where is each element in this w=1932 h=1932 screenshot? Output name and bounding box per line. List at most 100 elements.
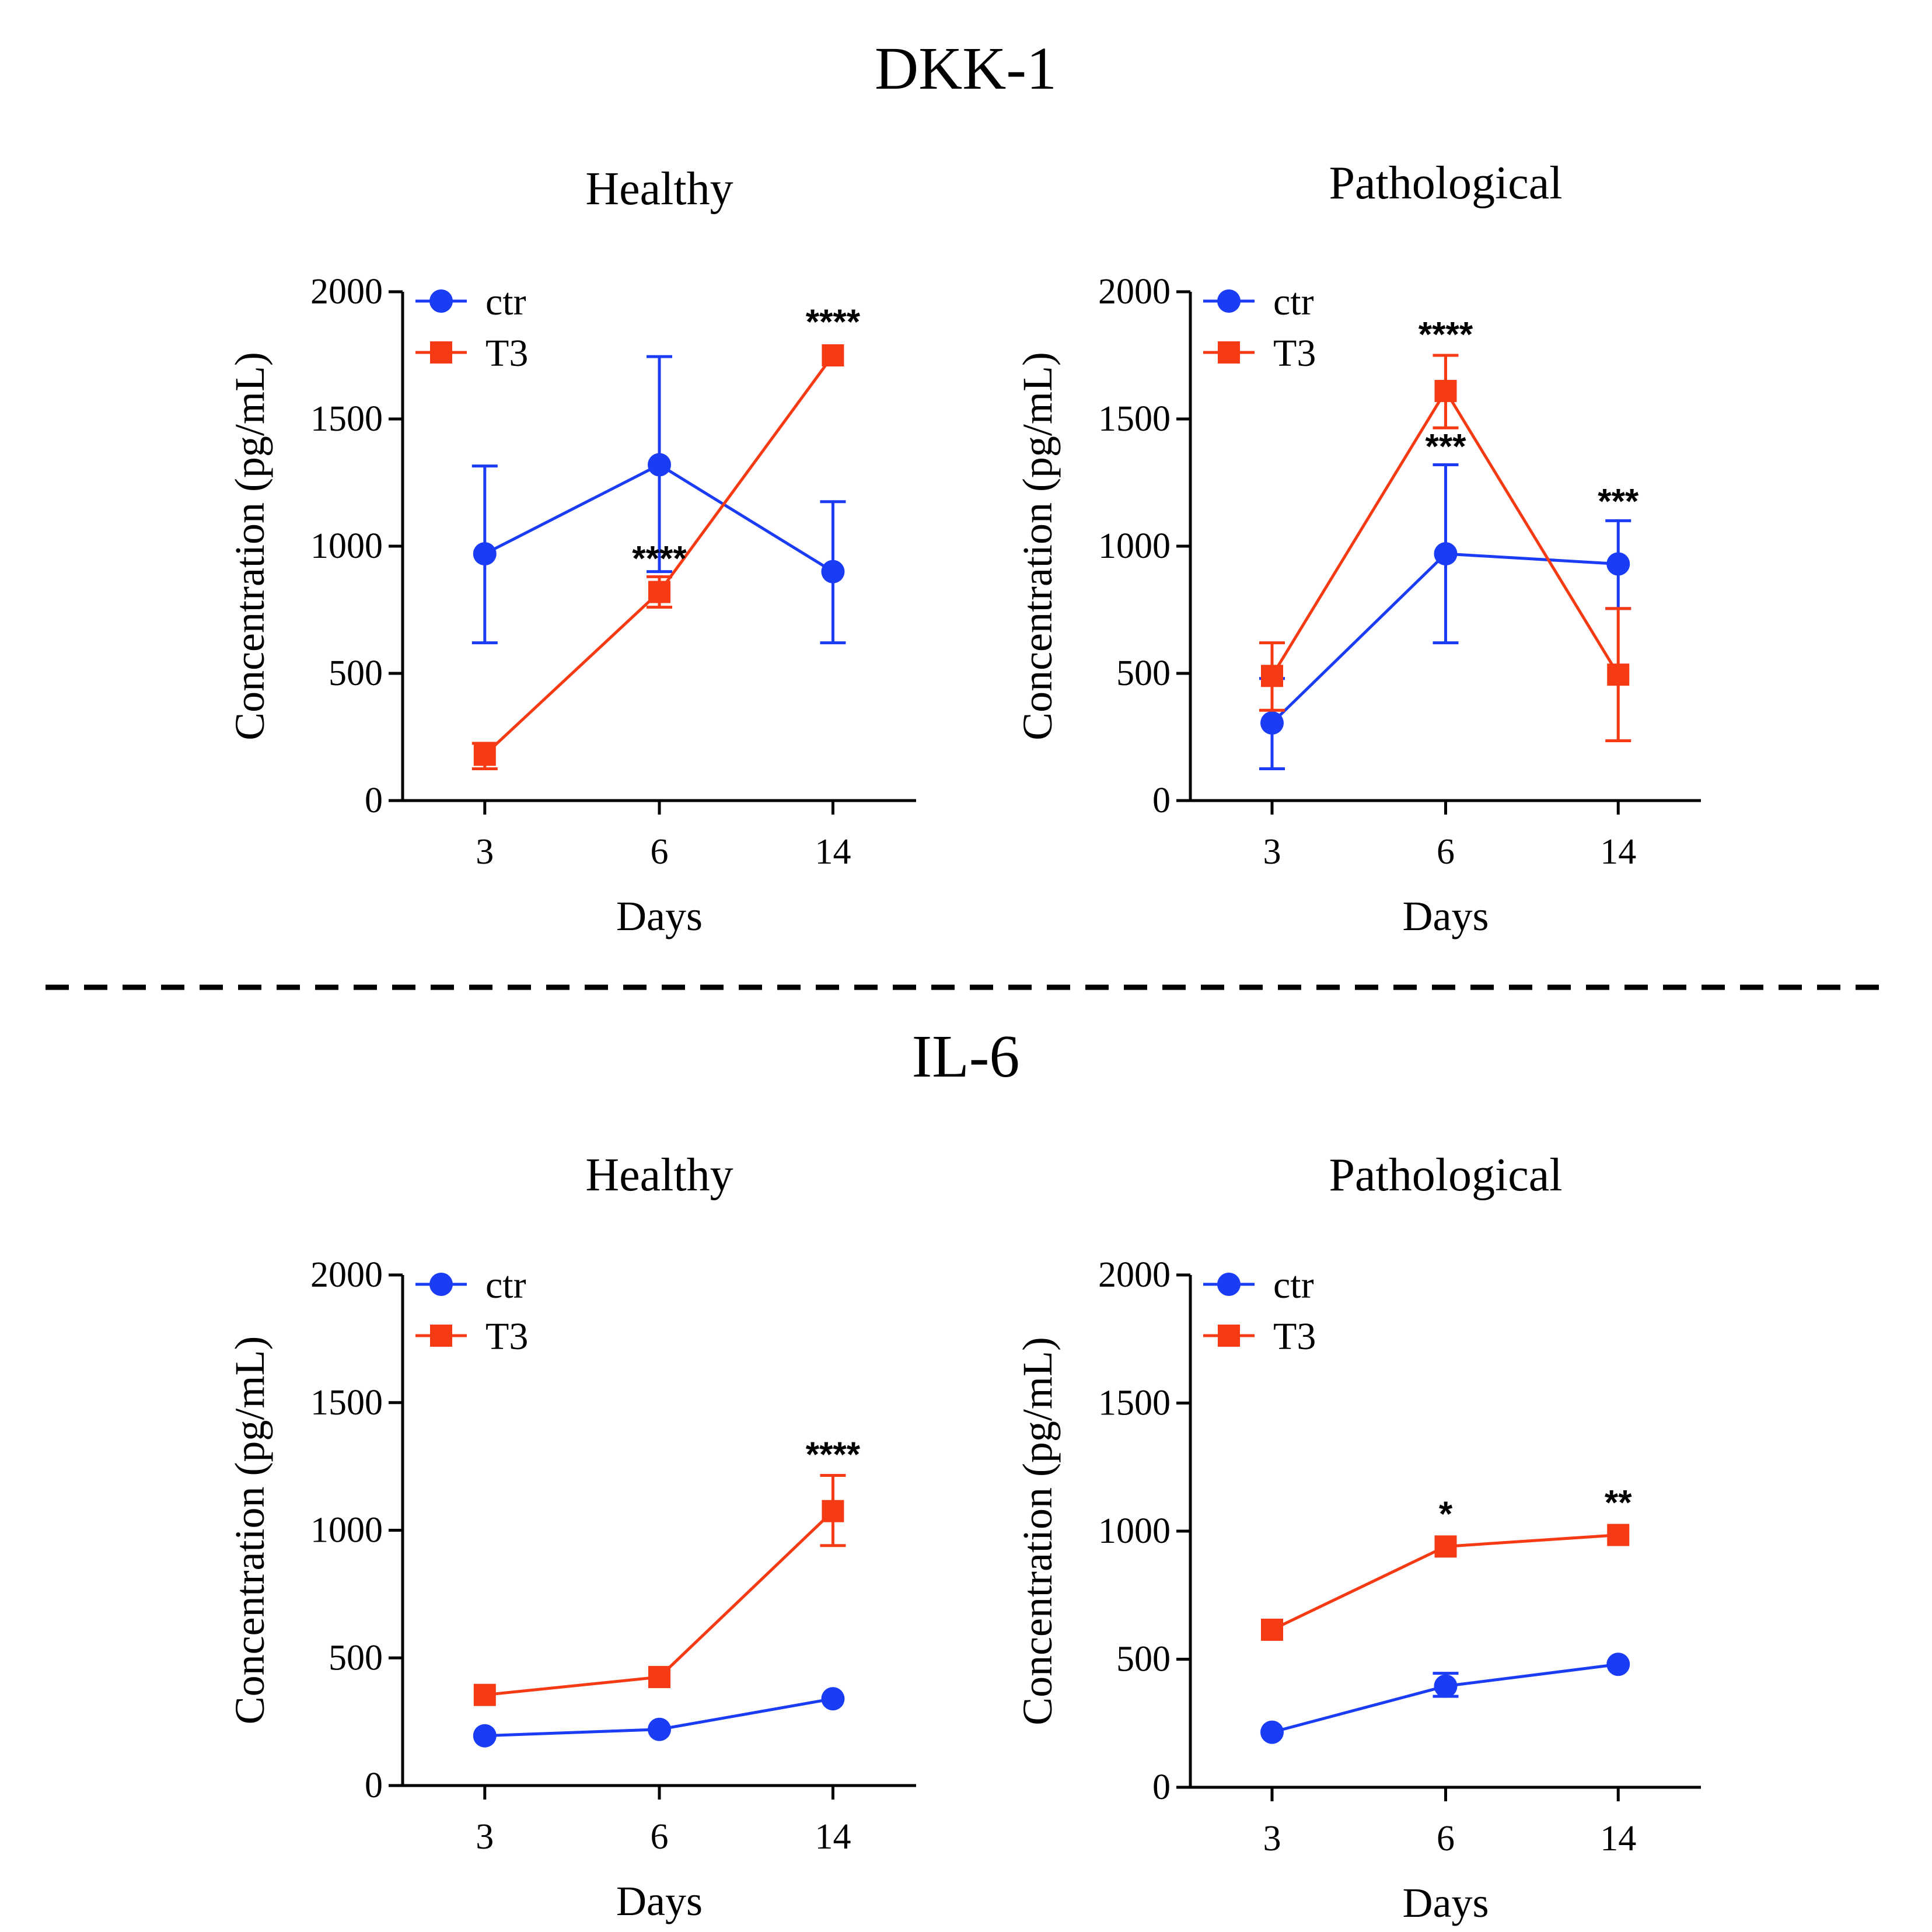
y-tick-label: 1000 <box>310 1511 383 1550</box>
x-tick-label: 3 <box>476 1817 494 1857</box>
significance-label: **** <box>1419 315 1473 354</box>
x-tick-label: 3 <box>1263 1819 1281 1858</box>
x-tick-label: 14 <box>1600 1819 1636 1858</box>
chart-panel: Healthy 0 500 1000 1500 2000 3 6 14 Days Concentra… <box>226 1150 916 1924</box>
data-point <box>1607 663 1630 686</box>
y-tick-label: 500 <box>329 654 383 693</box>
data-point <box>648 1717 671 1741</box>
legend-marker <box>1218 341 1240 364</box>
data-point <box>822 1500 844 1522</box>
y-tick-label: 1500 <box>310 399 383 439</box>
y-tick-label: 500 <box>1116 654 1171 693</box>
y-axis-label: Concentration (pg/mL) <box>226 1336 273 1725</box>
y-tick-label: 1500 <box>310 1383 383 1423</box>
legend: ctr T3 <box>415 1264 528 1358</box>
data-point <box>1434 380 1457 403</box>
data-point <box>821 560 845 584</box>
legend-label: T3 <box>485 332 528 375</box>
y-tick-label: 0 <box>365 1766 383 1805</box>
legend-label: T3 <box>1273 332 1316 375</box>
chart-title: Healthy <box>585 163 733 215</box>
chart-panel: Pathological 0 500 1000 1500 2000 3 6 14 Days Conc… <box>1014 158 1701 939</box>
data-point <box>473 743 496 766</box>
data-point <box>648 1666 670 1689</box>
data-point <box>648 581 670 603</box>
x-axis-label: Days <box>616 893 703 939</box>
legend-marker <box>429 1273 453 1296</box>
data-point <box>1607 1524 1630 1546</box>
y-tick-label: 0 <box>1152 1767 1171 1807</box>
legend-marker <box>1217 1273 1241 1296</box>
legend-marker <box>1217 289 1241 313</box>
data-point <box>473 1724 497 1748</box>
y-tick-label: 2000 <box>310 1255 383 1295</box>
y-tick-label: 1500 <box>1098 399 1171 439</box>
data-point <box>1606 1652 1630 1676</box>
legend: ctr T3 <box>1203 281 1316 375</box>
legend-label: ctr <box>485 1264 526 1306</box>
x-tick-label: 6 <box>1437 1819 1455 1858</box>
legend-marker <box>430 1325 452 1347</box>
x-axis-label: Days <box>1403 1879 1489 1926</box>
data-point <box>1434 1535 1457 1558</box>
legend: ctr T3 <box>415 281 528 375</box>
significance-label: *** <box>1598 481 1639 520</box>
series-t3 <box>471 344 844 770</box>
x-tick-label: 6 <box>651 832 669 872</box>
y-tick-label: 500 <box>329 1638 383 1678</box>
x-tick-label: 3 <box>476 832 494 872</box>
data-point <box>648 453 671 477</box>
y-tick-label: 1000 <box>1098 1511 1171 1551</box>
significance-label: *** <box>1425 427 1466 466</box>
legend-marker <box>429 289 453 313</box>
data-point <box>821 1687 845 1711</box>
data-point <box>1261 1619 1283 1641</box>
y-tick-label: 2000 <box>310 272 383 312</box>
data-point <box>1606 552 1630 576</box>
data-point <box>822 344 844 366</box>
x-tick-label: 14 <box>1600 832 1636 872</box>
legend-label: T3 <box>485 1315 528 1358</box>
y-tick-label: 500 <box>1116 1640 1171 1679</box>
significance-label: **** <box>632 539 687 578</box>
series-t3 <box>1259 354 1631 743</box>
y-tick-label: 1000 <box>1098 526 1171 566</box>
chart-panel: Pathological 0 500 1000 1500 2000 3 6 14 Days Conc… <box>1014 1150 1701 1926</box>
y-tick-label: 1000 <box>310 526 383 566</box>
data-point <box>1260 711 1284 735</box>
group-title-il6: IL-6 <box>912 1023 1020 1090</box>
series-ctr <box>471 355 846 645</box>
x-tick-label: 14 <box>815 832 851 872</box>
series-t3 <box>473 1473 846 1706</box>
series-ctr <box>473 1687 845 1748</box>
data-point <box>1261 665 1283 687</box>
y-tick-label: 0 <box>1152 781 1171 820</box>
series-ctr <box>1259 463 1631 770</box>
group-title-dkk1: DKK-1 <box>875 35 1057 102</box>
legend-marker <box>430 341 452 364</box>
legend-label: ctr <box>1273 1264 1314 1306</box>
legend-label: T3 <box>1273 1315 1316 1358</box>
legend: ctr T3 <box>1203 1264 1316 1358</box>
significance-label: * <box>1439 1494 1453 1533</box>
y-axis-label: Concentration (pg/mL) <box>226 352 273 740</box>
series-ctr <box>1260 1652 1630 1744</box>
x-tick-label: 6 <box>1437 832 1455 872</box>
x-axis-label: Days <box>616 1878 703 1924</box>
legend-label: ctr <box>1273 281 1314 323</box>
series-t3 <box>1261 1524 1630 1641</box>
data-point <box>473 542 497 566</box>
y-axis-label: Concentration (pg/mL) <box>1014 352 1061 740</box>
chart-title: Pathological <box>1329 158 1563 209</box>
charts-area: Healthy 0 500 1000 1500 2000 3 6 14 Days Concentra… <box>226 158 1701 1926</box>
legend-marker <box>1218 1325 1240 1347</box>
significance-label: **** <box>806 1435 861 1474</box>
y-axis-label: Concentration (pg/mL) <box>1014 1337 1061 1725</box>
y-tick-label: 0 <box>365 781 383 820</box>
data-point <box>1434 1674 1458 1698</box>
significance-label: ** <box>1605 1483 1632 1522</box>
data-point <box>1260 1720 1284 1744</box>
x-axis-label: Days <box>1403 893 1489 939</box>
x-tick-label: 14 <box>815 1817 851 1857</box>
